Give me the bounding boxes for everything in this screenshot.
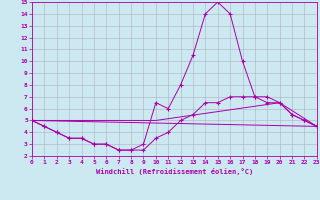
X-axis label: Windchill (Refroidissement éolien,°C): Windchill (Refroidissement éolien,°C) [96, 168, 253, 175]
